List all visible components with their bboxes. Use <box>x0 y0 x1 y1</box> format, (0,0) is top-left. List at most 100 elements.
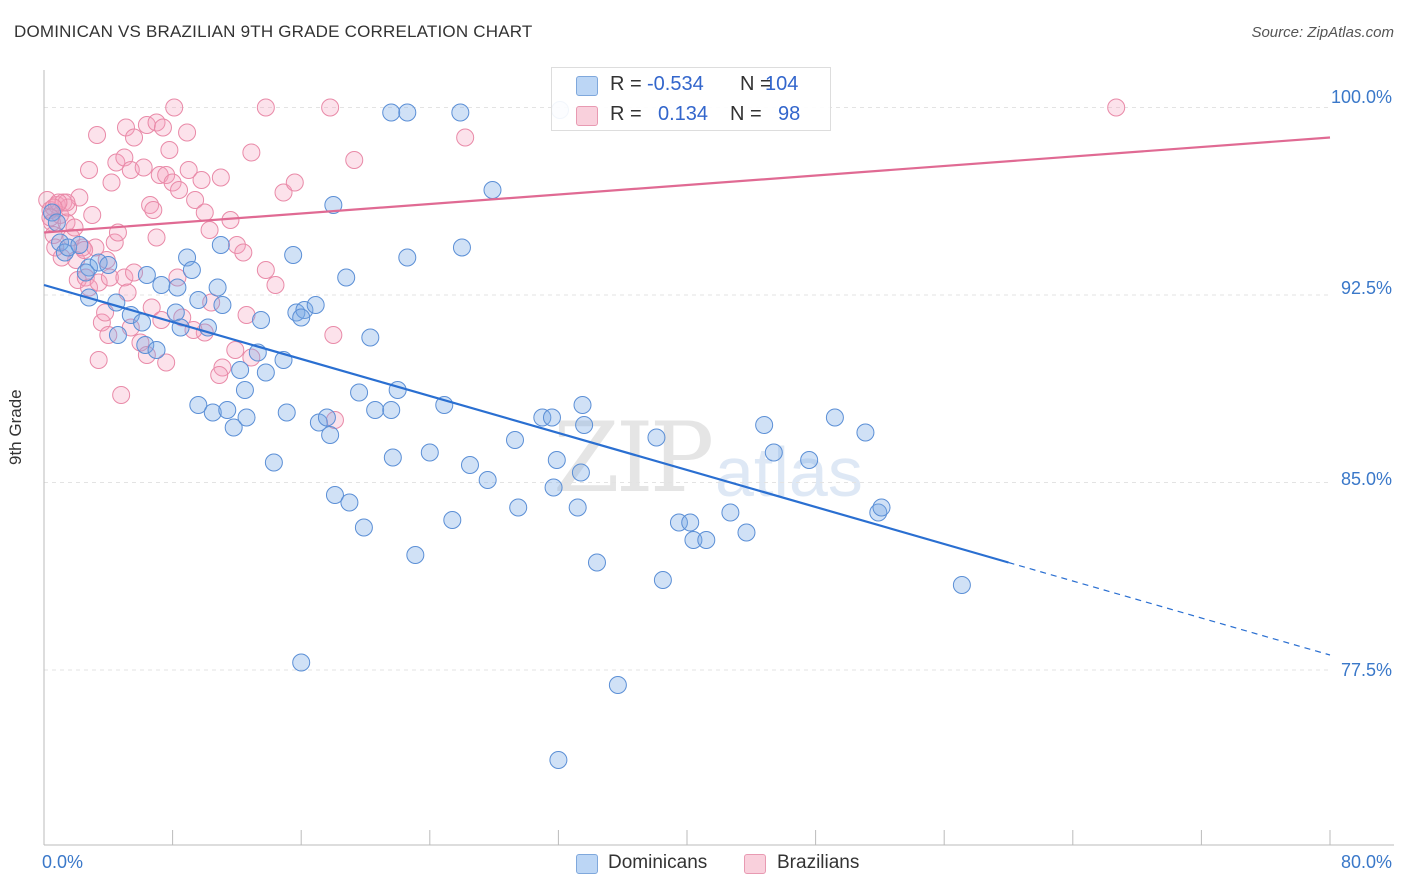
legend-row-brazilians: R = 0.134 N = 98 <box>552 100 830 130</box>
data-point-brazilians <box>165 98 184 117</box>
watermark-atlas: atlas <box>715 433 863 511</box>
data-point-dominicans <box>382 401 401 419</box>
data-point-dominicans <box>235 381 254 399</box>
y-axis-title: 9th Grade <box>6 389 25 465</box>
data-point-dominicans <box>47 213 66 232</box>
trendline-dominicans <box>43 283 1009 564</box>
data-point-dominicans <box>952 576 971 594</box>
data-point-brazilians <box>80 278 99 297</box>
data-point-dominicans <box>325 486 344 504</box>
data-point-brazilians <box>274 183 293 202</box>
data-point-dominicans <box>306 296 325 314</box>
data-point-dominicans <box>189 291 208 309</box>
data-point-dominicans <box>284 246 303 264</box>
data-point-dominicans <box>211 236 230 254</box>
data-point-dominicans <box>443 511 462 529</box>
data-point-dominicans <box>571 463 590 482</box>
data-point-dominicans <box>755 416 774 434</box>
data-point-dominicans <box>684 531 703 549</box>
data-point-dominicans <box>213 296 232 314</box>
legend-n-label: N = <box>740 73 772 95</box>
data-point-dominicans <box>533 408 552 427</box>
data-point-brazilians <box>266 276 285 294</box>
data-point-dominicans <box>55 243 74 262</box>
data-point-dominicans <box>277 403 296 422</box>
data-point-dominicans <box>856 423 875 442</box>
data-point-brazilians <box>227 236 246 254</box>
data-point-brazilians <box>105 233 124 252</box>
data-point-brazilians <box>160 141 179 159</box>
data-point-dominicans <box>59 238 78 257</box>
data-point-dominicans <box>697 531 716 549</box>
data-point-brazilians <box>285 173 304 192</box>
data-point-brazilians <box>134 158 153 177</box>
data-point-dominicans <box>152 276 171 294</box>
data-point-brazilians <box>52 248 71 267</box>
data-point-dominicans <box>587 553 606 572</box>
data-point-brazilians <box>88 126 107 144</box>
data-point-dominicans <box>208 278 227 297</box>
data-point-dominicans <box>398 248 417 267</box>
chart-title: DOMINICAN VS BRAZILIAN 9TH GRADE CORRELA… <box>14 22 533 41</box>
data-point-dominicans <box>573 396 592 414</box>
data-point-dominicans <box>869 503 888 522</box>
data-point-dominicans <box>483 181 502 199</box>
data-point-brazilians <box>168 268 187 287</box>
data-point-brazilians <box>83 206 102 224</box>
data-point-dominicans <box>544 478 563 497</box>
data-point-brazilians <box>1107 98 1126 117</box>
data-point-dominicans <box>108 326 127 344</box>
data-point-brazilians <box>141 196 160 214</box>
data-point-dominicans <box>647 428 666 447</box>
data-point-dominicans <box>764 443 783 462</box>
series-legend: Dominicans Brazilians <box>0 852 1406 876</box>
data-point-dominicans <box>80 258 99 277</box>
data-point-dominicans <box>542 408 561 427</box>
data-point-brazilians <box>200 221 219 239</box>
y-tick-label: 100.0% <box>1330 87 1392 107</box>
data-point-brazilians <box>324 326 343 344</box>
data-point-brazilians <box>102 173 121 192</box>
data-point-dominicans <box>549 751 568 769</box>
data-point-brazilians <box>211 168 230 187</box>
data-point-dominicans <box>264 453 283 472</box>
y-tick-label: 92.5% <box>1340 278 1392 298</box>
data-point-dominicans <box>133 313 152 332</box>
correlation-legend: R = -0.534 N = 104 R = 0.134 N = 98 <box>551 67 831 131</box>
trendline-dominicans-extension <box>1008 561 1331 656</box>
legend-r-value: -0.534 <box>647 73 704 95</box>
data-point-dominicans <box>168 278 187 297</box>
data-point-dominicans <box>547 451 566 469</box>
data-point-dominicans <box>337 268 356 287</box>
legend-label-brazilians: Brazilians <box>777 852 860 873</box>
data-point-brazilians <box>152 311 171 329</box>
data-point-brazilians <box>112 386 131 404</box>
data-point-dominicans <box>478 471 497 489</box>
data-point-dominicans <box>354 518 373 537</box>
watermark-zip: ZIP <box>553 402 714 514</box>
data-point-brazilians <box>195 203 214 222</box>
legend-r-value: 0.134 <box>658 103 709 125</box>
data-point-dominicans <box>721 503 740 522</box>
data-point-dominicans <box>256 363 275 382</box>
legend-swatch-blue <box>576 76 598 96</box>
data-point-brazilians <box>80 161 99 179</box>
data-point-brazilians <box>186 191 205 209</box>
source-label: Source: ZipAtlas.com <box>1251 24 1394 41</box>
data-point-dominicans <box>420 443 439 462</box>
data-point-dominicans <box>681 513 700 532</box>
data-point-brazilians <box>456 128 475 147</box>
data-point-brazilians <box>86 238 105 257</box>
data-point-brazilians <box>96 303 115 322</box>
data-point-dominicans <box>203 403 222 422</box>
data-point-brazilians <box>157 166 176 184</box>
data-point-dominicans <box>460 456 479 474</box>
data-point-brazilians <box>99 326 118 344</box>
data-point-brazilians <box>46 238 65 257</box>
data-point-dominicans <box>350 383 369 402</box>
data-point-dominicans <box>76 263 95 282</box>
data-point-brazilians <box>192 171 211 189</box>
data-point-dominicans <box>608 676 627 694</box>
data-point-dominicans <box>324 196 343 214</box>
